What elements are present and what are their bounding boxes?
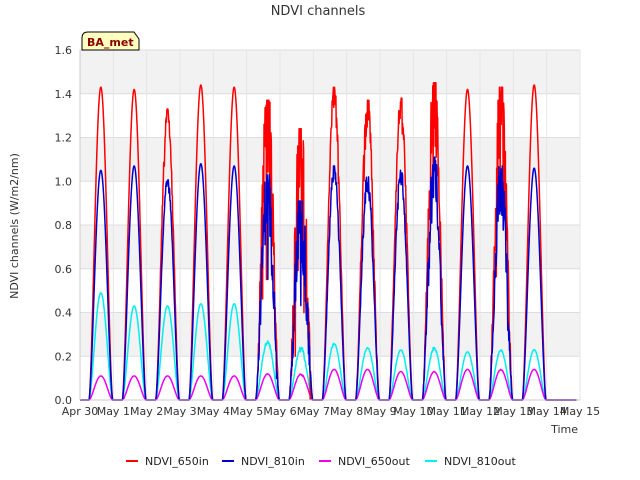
- series-line-ndvi-810in: [79, 156, 577, 401]
- site-badge: BA_met: [81, 31, 140, 51]
- y-tick-label: 0.2: [55, 350, 73, 363]
- x-tick-label: May 14: [527, 405, 567, 418]
- y-tick-label: 0.8: [55, 219, 73, 232]
- legend-item-ndvi-650in: NDVI_650in: [126, 455, 209, 468]
- x-axis-label: Time: [550, 423, 578, 436]
- x-tick-label: May 9: [363, 405, 396, 418]
- site-badge-label: BA_met: [87, 36, 134, 49]
- legend-item-ndvi-650out: NDVI_650out: [319, 455, 410, 468]
- legend-label: NDVI_650out: [338, 455, 410, 468]
- chart-title: NDVI channels: [271, 4, 366, 19]
- x-tick-label: May 11: [427, 405, 467, 418]
- series-line-ndvi-650out: [79, 368, 577, 401]
- x-tick-label: May 4: [197, 405, 230, 418]
- y-tick-label: 1.0: [55, 175, 73, 188]
- y-tick-label: 0.0: [55, 394, 73, 407]
- x-tick-label: May 12: [460, 405, 500, 418]
- x-tick-label: May 15: [560, 405, 600, 418]
- band: [80, 268, 580, 313]
- series-line-ndvi-650in: [79, 82, 577, 401]
- series-layer: [79, 82, 577, 401]
- legend-label: NDVI_810in: [241, 455, 305, 468]
- x-tick-label: May 1: [97, 405, 130, 418]
- band: [80, 312, 580, 357]
- y-tick-label: 1.6: [55, 44, 73, 57]
- legend-label: NDVI_810out: [444, 455, 516, 468]
- y-axis-label: NDVI channels (W/m2/nm): [8, 153, 21, 299]
- x-tick-label: Apr 30: [62, 405, 99, 418]
- y-tick-label: 0.6: [55, 263, 73, 276]
- y-tick-label: 1.4: [55, 88, 73, 101]
- x-tick-label: May 5: [230, 405, 263, 418]
- y-tick-labels: 0.0 0.2 0.4 0.6 0.8 1.0 1.2 1.4 1.6: [55, 44, 73, 407]
- legend: NDVI_650in NDVI_810in NDVI_650out NDVI_810o…: [126, 455, 516, 468]
- y-tick-label: 0.4: [55, 307, 73, 320]
- x-tick-label: May 8: [330, 405, 363, 418]
- series-line-ndvi-810out: [79, 292, 577, 401]
- band: [80, 50, 580, 94]
- x-tick-label: May 3: [163, 405, 196, 418]
- legend-label: NDVI_650in: [145, 455, 209, 468]
- legend-item-ndvi-810in: NDVI_810in: [222, 455, 305, 468]
- x-tick-label: May 13: [493, 405, 533, 418]
- y-tick-label: 1.2: [55, 132, 73, 145]
- axes: [79, 50, 580, 401]
- x-tick-label: May 2: [130, 405, 163, 418]
- x-tick-label: May 7: [297, 405, 330, 418]
- legend-item-ndvi-810out: NDVI_810out: [425, 455, 516, 468]
- x-tick-label: May 10: [393, 405, 433, 418]
- x-tick-label: May 6: [263, 405, 296, 418]
